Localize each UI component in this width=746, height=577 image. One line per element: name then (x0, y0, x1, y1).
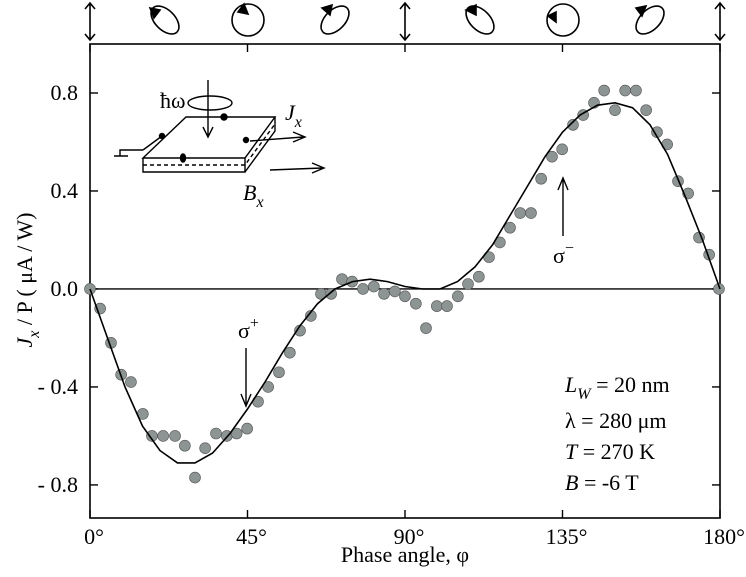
data-point (125, 376, 137, 388)
data-point (399, 290, 411, 303)
data-point (431, 300, 443, 312)
data-point (179, 439, 191, 452)
label-sub: x (26, 331, 43, 339)
data-point (619, 84, 631, 97)
data-point (410, 297, 422, 310)
data-point (189, 471, 201, 484)
data-point (567, 119, 579, 131)
data-point (389, 285, 401, 298)
x-axis-label: Phase angle, φ (341, 542, 469, 567)
data-point (609, 104, 621, 116)
data-point (336, 273, 348, 285)
label-sub: x (294, 114, 302, 131)
label-sub: x (255, 194, 263, 211)
inset-current: Jx (285, 100, 302, 131)
data-point (284, 346, 296, 359)
data-point (556, 143, 568, 156)
data-point (546, 150, 558, 163)
x-tick-label: 180° (703, 524, 745, 549)
data-point (420, 322, 432, 334)
note: T = 270 K (565, 439, 655, 464)
label-main: B (243, 180, 256, 205)
data-point (305, 310, 317, 322)
data-point (241, 422, 253, 435)
label-rest: / P ( μA / W) (12, 212, 37, 330)
data-point (504, 221, 516, 234)
note-part: L (564, 372, 577, 397)
data-point (514, 207, 526, 219)
inset-photon: ħω (160, 88, 185, 113)
data-point (713, 283, 725, 295)
y-tick-label: - 0.8 (38, 472, 78, 497)
note: λ = 280 μm (565, 408, 666, 433)
sigma-sup: + (250, 315, 259, 332)
y-tick-label: 0.8 (51, 80, 79, 105)
data-point (462, 278, 474, 290)
y-tick-label: 0.0 (51, 276, 79, 301)
data-point (598, 84, 610, 97)
data-point (525, 207, 537, 219)
fit-line (89, 101, 721, 464)
data-point (640, 104, 652, 116)
x-tick-label: 0° (84, 524, 104, 549)
data-point (535, 172, 547, 185)
data-point (273, 366, 285, 379)
sigma: σ (553, 243, 565, 268)
note-part: = 270 K (577, 439, 655, 464)
y-tick-label: 0.4 (51, 178, 79, 203)
data-point (357, 283, 369, 295)
note-sub: W (577, 386, 592, 403)
note-part: B (565, 470, 578, 495)
data-point (157, 430, 169, 442)
x-tick-label: 90° (394, 524, 425, 549)
data-point (378, 288, 390, 300)
data-point (630, 84, 642, 97)
annotation-sigma-plus: σ+ (238, 315, 259, 343)
note-part: T (565, 439, 579, 464)
sigma-sup: − (565, 240, 574, 257)
y-tick-label: - 0.4 (38, 374, 78, 399)
x-tick-label: 135° (546, 524, 588, 549)
data-point (441, 300, 453, 312)
data-point (169, 430, 181, 442)
annotation-sigma-minus: σ− (553, 240, 574, 268)
polarization-icons (84, 1, 726, 42)
data-point (473, 270, 485, 283)
note: LW = 20 nm (564, 372, 670, 403)
x-tick-label: 45° (236, 524, 267, 549)
annotation-arrow (240, 348, 252, 408)
data-point (452, 290, 464, 303)
data-point (325, 288, 337, 300)
data-point (210, 427, 222, 440)
sigma: σ (238, 318, 250, 343)
note-part: = -6 T (578, 470, 639, 495)
inset (114, 80, 326, 174)
data-point (84, 283, 96, 295)
annotation-arrow (557, 176, 569, 236)
data-point (199, 442, 211, 454)
label-main: J (12, 337, 37, 348)
note-part: = 20 nm (591, 372, 670, 397)
data-point (368, 280, 380, 293)
label-main: J (285, 100, 296, 125)
data-point (230, 427, 243, 440)
y-axis-label: Jx / P ( μA / W) (12, 212, 43, 347)
note: B = -6 T (565, 470, 639, 495)
inset-field: Bx (243, 180, 264, 211)
